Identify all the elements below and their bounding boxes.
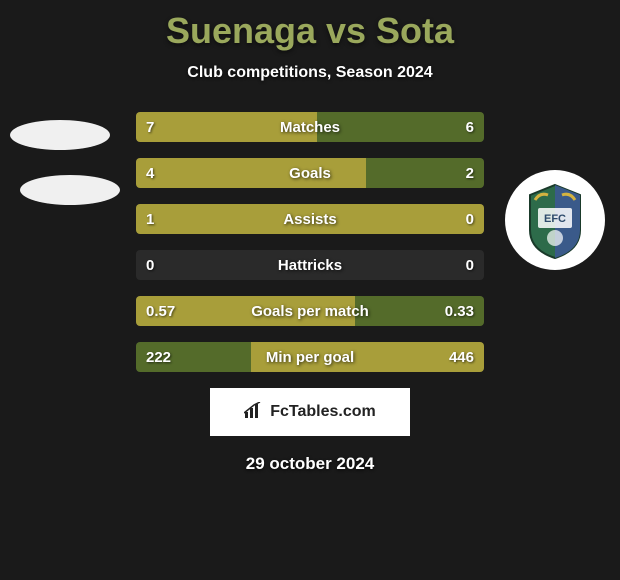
player-badge-left-2 — [20, 175, 120, 205]
svg-text:EFC: EFC — [544, 213, 566, 225]
stat-right-value: 0.33 — [445, 303, 474, 320]
stat-row: 0.57 0.33 Goals per match — [136, 296, 484, 326]
stat-label: Assists — [283, 211, 336, 228]
watermark-badge: FcTables.com — [210, 388, 410, 436]
stat-row: 0 0 Hattricks — [136, 250, 484, 280]
stat-row: 7 6 Matches — [136, 112, 484, 142]
crest-icon: EFC — [520, 180, 590, 260]
bar-left — [136, 158, 366, 188]
stat-left-value: 0 — [146, 257, 154, 274]
stat-label: Matches — [280, 119, 340, 136]
stat-left-value: 7 — [146, 119, 154, 136]
stat-right-value: 0 — [466, 257, 474, 274]
stat-right-value: 446 — [449, 349, 474, 366]
stats-container: 7 6 Matches 4 2 Goals 1 0 Assists 0 0 Hattricks 0.57… — [136, 112, 484, 372]
stat-left-value: 1 — [146, 211, 154, 228]
stat-right-value: 2 — [466, 165, 474, 182]
watermark-text: FcTables.com — [270, 403, 376, 421]
stat-label: Hattricks — [278, 257, 342, 274]
stat-right-value: 6 — [466, 119, 474, 136]
stat-left-value: 0.57 — [146, 303, 175, 320]
season-subtitle: Club competitions, Season 2024 — [0, 64, 620, 82]
stat-label: Goals — [289, 165, 331, 182]
stat-row: 1 0 Assists — [136, 204, 484, 234]
stat-row: 222 446 Min per goal — [136, 342, 484, 372]
player-badge-left-1 — [10, 120, 110, 150]
stat-label: Min per goal — [266, 349, 354, 366]
stat-left-value: 222 — [146, 349, 171, 366]
bar-right — [317, 112, 484, 142]
comparison-title: Suenaga vs Sota — [0, 0, 620, 52]
stat-row: 4 2 Goals — [136, 158, 484, 188]
generation-date: 29 october 2024 — [0, 454, 620, 474]
club-crest-right: EFC — [505, 170, 605, 270]
chart-icon — [244, 402, 264, 423]
stat-label: Goals per match — [251, 303, 369, 320]
stat-left-value: 4 — [146, 165, 154, 182]
stat-right-value: 0 — [466, 211, 474, 228]
